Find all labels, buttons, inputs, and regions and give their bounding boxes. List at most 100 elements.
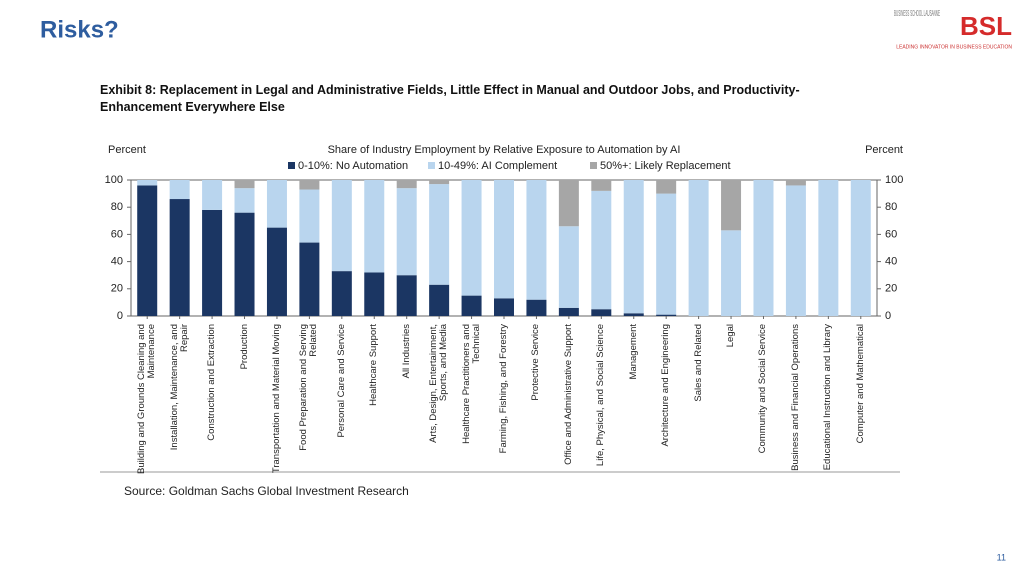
legend-label: 10-49%: AI Complement	[438, 160, 557, 172]
x-tick-label: Building and Grounds Cleaning and Mainte…	[135, 324, 158, 474]
y2-tick-label: 0	[885, 310, 891, 322]
bar-segment	[396, 188, 417, 276]
x-tick-label: Legal	[724, 324, 736, 348]
bar-segment	[591, 309, 612, 316]
bar-segment	[331, 271, 352, 316]
bar-segment	[169, 199, 190, 316]
page-number: 11	[997, 552, 1006, 562]
bar-segment	[591, 180, 612, 191]
logo-mark: BSL	[960, 11, 1012, 41]
bar-segment	[396, 275, 417, 316]
bar-segment	[721, 180, 742, 231]
logo-tagline: LEADING INNOVATOR IN BUSINESS EDUCATION	[896, 44, 1012, 50]
bar-segment	[429, 184, 450, 285]
x-tick-label: Educational Instruction and Library	[822, 324, 834, 471]
bar-segment	[266, 180, 287, 228]
source: Source: Goldman Sachs Global Investment …	[124, 484, 409, 498]
bar-segment	[461, 180, 482, 296]
y-tick-label: 80	[111, 201, 123, 213]
x-tick-label: Personal Care and Service	[335, 324, 347, 438]
bar-segment	[850, 180, 871, 316]
bar-segment	[137, 185, 158, 316]
bar-segment	[364, 272, 385, 316]
x-tick-label: Office and Administrative Support	[562, 324, 574, 465]
x-tick-label: Food Preparation and Serving Related	[297, 324, 320, 451]
bar-segment	[234, 188, 255, 213]
y2-tick-label: 100	[885, 174, 903, 186]
bar-segment	[526, 299, 547, 316]
y-tick-label: 100	[105, 174, 123, 186]
y-tick-label: 60	[111, 228, 123, 240]
exhibit-title: Exhibit 8: Replacement in Legal and Admi…	[100, 83, 800, 114]
y-tick-label: 0	[117, 310, 123, 322]
bar-segment	[169, 180, 190, 200]
x-tick-label: Construction and Extraction	[205, 324, 217, 441]
bar-segment	[526, 180, 547, 300]
y2-axis-label: Percent	[865, 144, 903, 156]
bar-segment	[429, 284, 450, 316]
x-tick-label: Life, Physical, and Social Science	[595, 324, 607, 467]
logo-school: BUSINESS SCHOOL LAUSANNE	[894, 9, 940, 18]
bar-segment	[396, 180, 417, 189]
bar-segment	[753, 180, 774, 316]
x-tick-label: Production	[238, 324, 250, 370]
y2-tick-label: 40	[885, 256, 897, 268]
x-tick-label: Computer and Mathematical	[854, 324, 866, 444]
bar-segment	[266, 227, 287, 316]
bar-segment	[364, 180, 385, 273]
bar-segment	[656, 180, 677, 194]
bar-segment	[623, 313, 644, 316]
bar-segment	[785, 180, 806, 186]
x-tick-label: Management	[627, 324, 639, 380]
legend-swatch	[288, 162, 295, 169]
x-tick-label: Healthcare Support	[368, 324, 379, 406]
bar-segment	[299, 180, 320, 190]
slide-title: Risks?	[40, 16, 119, 43]
y-axis-label: Percent	[108, 144, 146, 156]
bar-segment	[623, 180, 644, 314]
x-tick-label: Farming, Fishing, and Forestry	[497, 324, 509, 454]
bar-segment	[656, 314, 677, 316]
legend-label: 50%+: Likely Replacement	[600, 160, 731, 172]
bar-segment	[234, 180, 255, 189]
bar-segment	[558, 226, 579, 308]
bar-segment	[461, 295, 482, 316]
x-tick-label: Installation, Maintenance, and Repair	[168, 324, 190, 451]
x-tick-label: Healthcare Practitioners and Technical	[460, 324, 482, 444]
x-tick-label: Arts, Design, Entertainment, Sports, and…	[427, 324, 450, 443]
bar-segment	[494, 298, 514, 316]
bar-segment	[721, 230, 742, 316]
bar-segment	[818, 180, 839, 316]
bar-segment	[202, 180, 223, 210]
bar-segment	[429, 180, 450, 185]
bar-segment	[234, 212, 255, 316]
bar-segment	[299, 189, 320, 243]
bar-segment	[785, 185, 806, 316]
y-tick-label: 40	[111, 256, 123, 268]
legend-swatch	[428, 162, 435, 169]
x-tick-label: Protective Service	[530, 324, 542, 401]
bar-segment	[558, 307, 579, 316]
bar-segment	[202, 209, 223, 316]
bar-segment	[558, 180, 579, 227]
bar-segment	[656, 193, 677, 315]
x-tick-label: All Industries	[400, 324, 412, 379]
bar-segment	[137, 180, 158, 186]
x-tick-label: Architecture and Engineering	[659, 324, 671, 447]
y2-tick-label: 60	[885, 228, 897, 240]
y-tick-label: 20	[111, 283, 123, 295]
chart-subtitle: Share of Industry Employment by Relative…	[328, 144, 681, 156]
legend-label: 0-10%: No Automation	[298, 160, 408, 172]
x-tick-label: Business and Financial Operations	[789, 324, 801, 471]
bar-segment	[494, 180, 514, 299]
x-tick-label: Sales and Related	[692, 324, 704, 402]
bar-segment	[331, 180, 352, 272]
legend-swatch	[590, 162, 597, 169]
bar-segment	[299, 242, 320, 316]
y2-tick-label: 20	[885, 283, 897, 295]
x-tick-label: Transportation and Material Moving	[270, 324, 282, 474]
bar-segment	[591, 190, 612, 310]
y2-tick-label: 80	[885, 201, 897, 213]
